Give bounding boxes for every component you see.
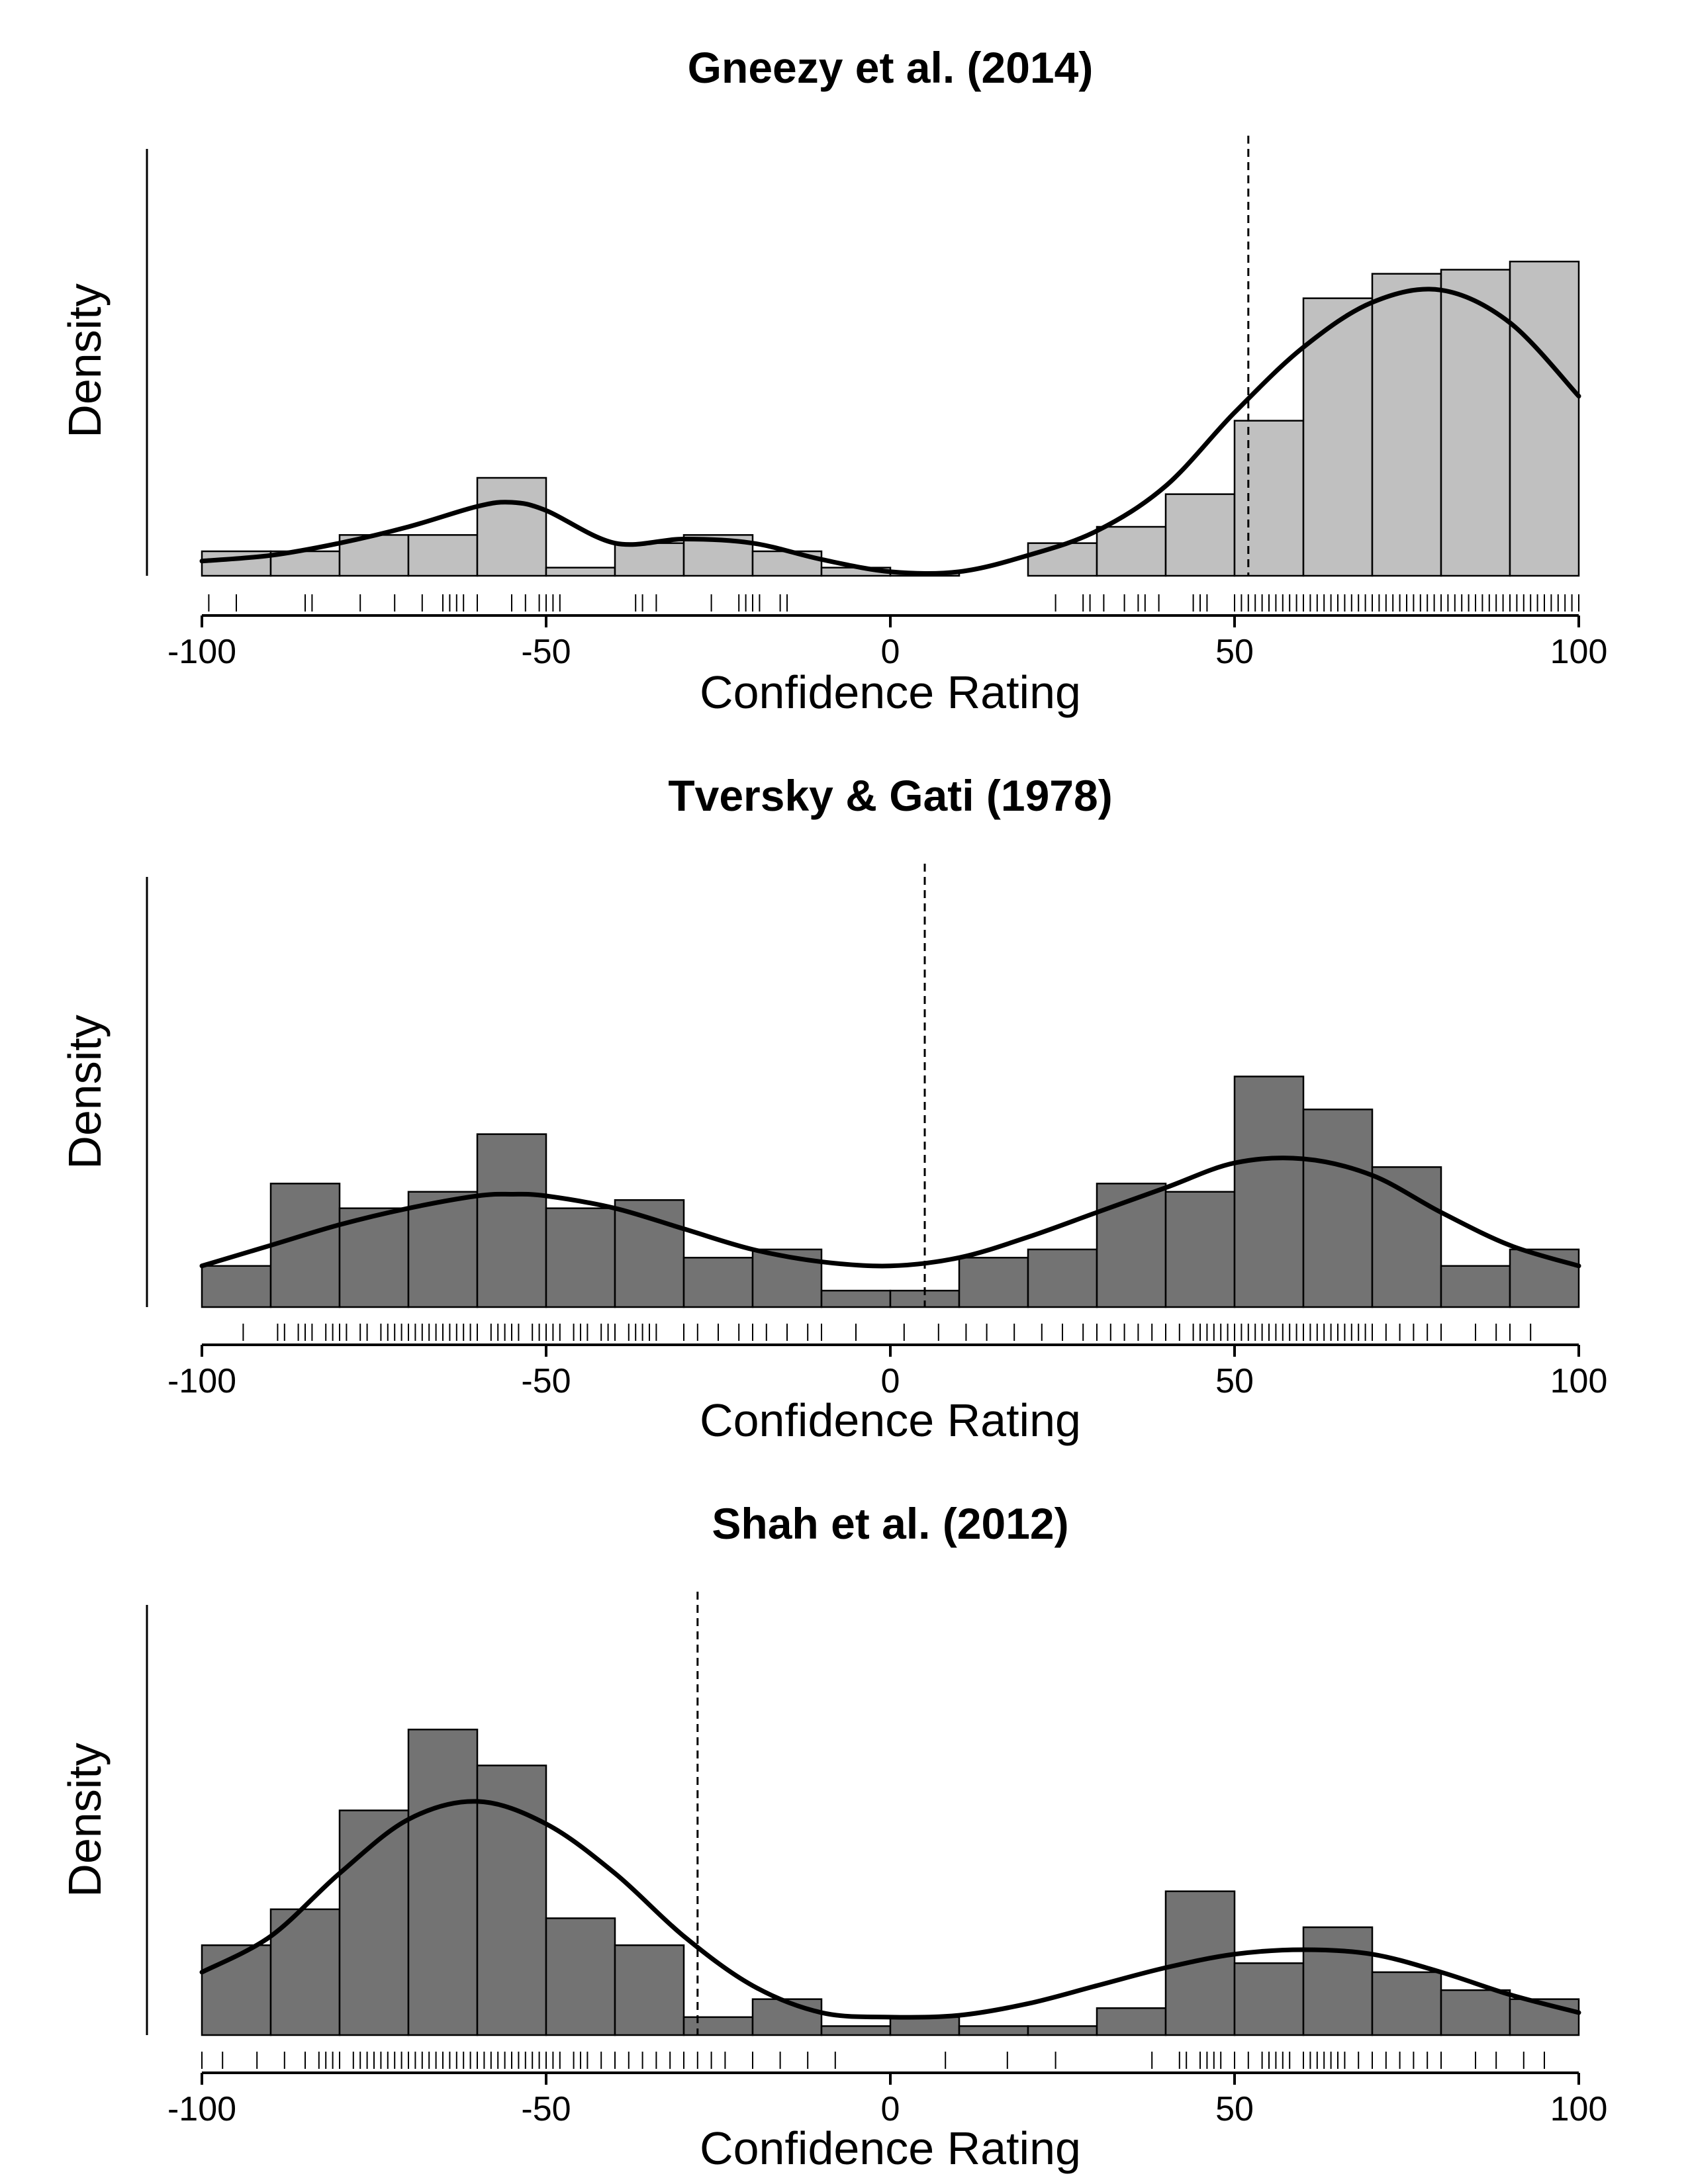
histogram-bar <box>1302 1926 1374 2036</box>
histogram-bar <box>889 2016 961 2036</box>
histogram-bar <box>958 1257 1029 1308</box>
histogram-bar <box>1096 1183 1167 1308</box>
histogram-bar <box>1233 1075 1305 1308</box>
x-tick-label: 0 <box>881 2090 900 2128</box>
x-axis-label: Confidence Rating <box>700 2122 1081 2174</box>
histogram-bar <box>682 2016 754 2036</box>
histogram-bar <box>1440 1265 1511 1308</box>
histogram-bar <box>1233 1962 1305 2036</box>
histogram-bar <box>820 2025 892 2036</box>
x-tick-label: 100 <box>1550 633 1608 671</box>
histogram-bar <box>545 567 616 577</box>
x-tick-label: 0 <box>881 1362 900 1400</box>
histogram-bar <box>201 1944 272 2036</box>
histogram-bar <box>1233 420 1305 577</box>
histogram-bar <box>1371 1166 1442 1308</box>
x-tick-label: 0 <box>881 633 900 671</box>
x-tick-label: -50 <box>521 2090 571 2128</box>
x-axis-label: Confidence Rating <box>700 1394 1081 1446</box>
x-tick-label: -50 <box>521 633 571 671</box>
histogram-bar <box>1371 273 1442 577</box>
panel-title: Shah et al. (2012) <box>712 1499 1068 1548</box>
panel-tversky-gati: Tversky & Gati (1978) Confidence Rating … <box>59 771 1607 1446</box>
x-tick-label: -100 <box>167 633 236 671</box>
x-tick-label: 100 <box>1550 2090 1608 2128</box>
histogram-bar <box>1440 269 1511 577</box>
histogram-bar <box>614 542 685 577</box>
histogram-bar <box>1096 525 1167 577</box>
histogram-bar <box>1509 1248 1580 1308</box>
histogram-bar <box>1027 1248 1098 1308</box>
histogram-bar <box>1509 260 1580 577</box>
histogram-bar <box>1027 2025 1098 2036</box>
panel-title: Tversky & Gati (1978) <box>668 771 1112 820</box>
histogram-bar <box>1440 1989 1511 2036</box>
histogram-bar <box>545 1207 616 1308</box>
histogram-bar <box>1302 297 1374 577</box>
x-tick-label: -100 <box>167 1362 236 1400</box>
histogram-bar <box>201 1265 272 1308</box>
histogram-bar <box>338 1809 410 2036</box>
histogram-bar <box>476 477 547 577</box>
density-curve <box>199 1156 1581 1269</box>
panel-title: Gneezy et al. (2014) <box>688 43 1094 92</box>
y-axis-label: Density <box>59 1743 111 1897</box>
x-tick-label: 50 <box>1215 1362 1254 1400</box>
x-axis-label: Confidence Rating <box>700 666 1081 718</box>
histogram-bar <box>751 1998 823 2036</box>
x-tick-label: 100 <box>1550 1362 1608 1400</box>
histogram-bar <box>269 1183 341 1308</box>
histogram-bar <box>269 1908 341 2036</box>
density-curve <box>199 287 1581 576</box>
y-axis-label: Density <box>59 1015 111 1169</box>
x-tick-label: -50 <box>521 1362 571 1400</box>
histogram-bar <box>1164 493 1236 577</box>
histogram-bar <box>1371 1971 1442 2036</box>
histogram-bar <box>614 1944 685 2036</box>
histogram-bar <box>407 1729 479 2036</box>
panel-shah: Shah et al. (2012) Confidence Rating Den… <box>59 1499 1607 2174</box>
histogram-bar <box>958 2025 1029 2036</box>
histogram-bar <box>545 1917 616 2036</box>
x-tick-label: -100 <box>167 2090 236 2128</box>
histogram-bar <box>1096 2007 1167 2036</box>
panel-gneezy: Gneezy et al. (2014) Confidence Rating D… <box>59 43 1607 718</box>
histogram-bar <box>407 534 479 577</box>
histogram-bar <box>407 1191 479 1308</box>
histogram-bar <box>476 1133 547 1308</box>
x-tick-label: 50 <box>1215 2090 1254 2128</box>
histogram-bar <box>682 1257 754 1308</box>
histogram-bar <box>1027 542 1098 577</box>
histogram-bar <box>820 1289 892 1308</box>
density-curve <box>199 1799 1581 2020</box>
histogram-bar <box>1302 1109 1374 1308</box>
x-tick-label: 50 <box>1215 633 1254 671</box>
histogram-bar <box>1164 1191 1236 1308</box>
histogram-bar <box>476 1764 547 2036</box>
y-axis-label: Density <box>59 283 111 437</box>
